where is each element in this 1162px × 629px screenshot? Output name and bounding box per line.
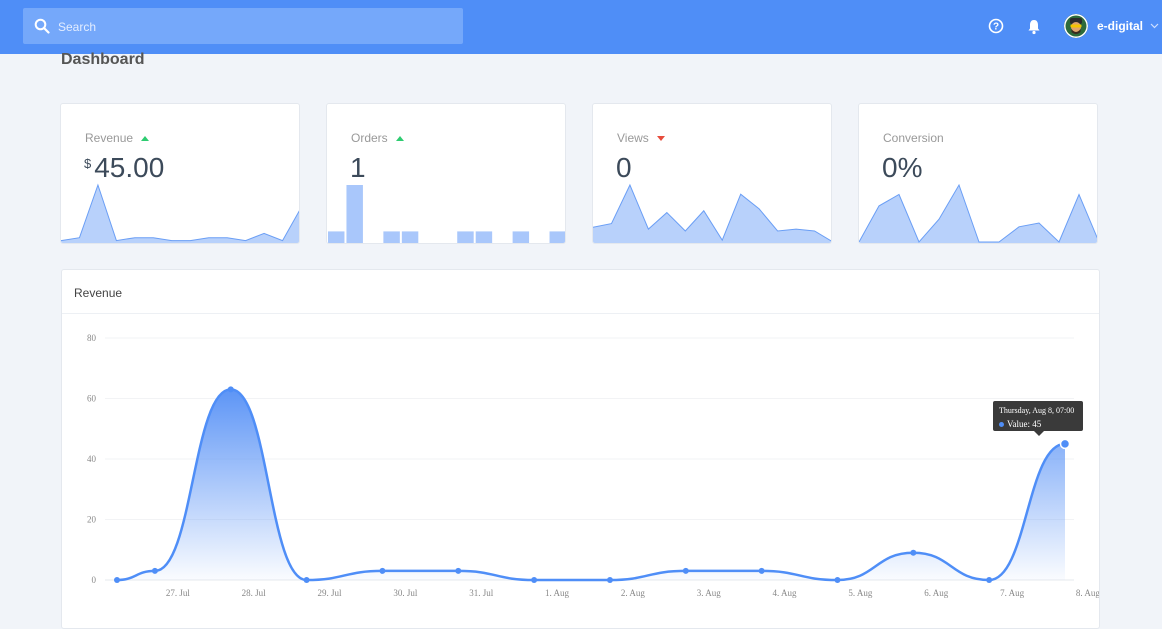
data-point[interactable] xyxy=(1059,438,1071,450)
revenue-card[interactable]: Revenue $45.00 xyxy=(60,103,300,244)
trend-up-icon xyxy=(141,135,150,141)
data-point[interactable] xyxy=(910,549,917,556)
svg-text:?: ? xyxy=(993,22,999,33)
x-tick-label: 27. Jul xyxy=(166,588,191,598)
avatar xyxy=(1064,14,1088,38)
conversion-sparkline xyxy=(859,183,1097,243)
revenue-panel: Revenue 0 20 40 60 80 27. Jul 28. Jul 29. Jul 30… xyxy=(61,269,1100,629)
orders-card[interactable]: Orders 1 xyxy=(326,103,566,244)
x-tick-label: 2. Aug xyxy=(621,588,646,598)
panel-title: Revenue xyxy=(62,270,1099,314)
top-bar: ? e-digital xyxy=(0,0,1162,54)
user-name: e-digital xyxy=(1097,19,1144,33)
spark-bar xyxy=(512,231,530,243)
series-dot-icon xyxy=(999,422,1004,428)
page-title: Dashboard xyxy=(61,51,145,68)
card-label: Orders xyxy=(351,131,388,145)
card-value: 0 xyxy=(616,152,632,183)
search-input[interactable] xyxy=(56,8,460,46)
data-point[interactable] xyxy=(682,567,689,574)
user-menu[interactable]: e-digital xyxy=(1064,13,1159,39)
spark-area xyxy=(61,185,299,243)
x-tick-label: 5. Aug xyxy=(848,588,873,598)
card-value: 0% xyxy=(882,152,923,183)
spark-line xyxy=(61,183,299,242)
search-icon xyxy=(34,18,50,34)
chevron-down-icon xyxy=(1150,23,1159,29)
spark-bar xyxy=(328,231,345,243)
x-tick-label: 29. Jul xyxy=(318,588,343,598)
y-tick-label: 80 xyxy=(87,333,97,343)
data-point[interactable] xyxy=(151,567,158,574)
spark-bar xyxy=(383,231,400,243)
data-point[interactable] xyxy=(227,386,234,393)
y-tick-label: 60 xyxy=(87,394,97,404)
help-icon[interactable]: ? xyxy=(988,18,1004,34)
revenue-chart: 0 20 40 60 80 27. Jul 28. Jul 29. Jul 30. Jul 31.… xyxy=(87,333,1099,598)
currency-symbol: $ xyxy=(84,156,92,171)
data-point[interactable] xyxy=(758,567,765,574)
x-tick-label: 1. Aug xyxy=(545,588,570,598)
data-point[interactable] xyxy=(531,577,538,583)
data-point[interactable] xyxy=(606,577,613,583)
data-point[interactable] xyxy=(455,567,462,574)
spark-line xyxy=(859,183,1097,243)
spark-bar xyxy=(457,231,474,243)
x-tick-label: 4. Aug xyxy=(773,588,798,598)
x-tick-label: 31. Jul xyxy=(469,588,494,598)
card-value: 1 xyxy=(350,152,366,183)
spark-area xyxy=(859,185,1097,243)
x-tick-label: 7. Aug xyxy=(1000,588,1025,598)
data-point[interactable] xyxy=(379,567,386,574)
data-point[interactable] xyxy=(303,577,310,583)
views-card[interactable]: Views 0 xyxy=(592,103,832,244)
spark-line xyxy=(593,183,831,242)
card-label: Revenue xyxy=(85,131,134,145)
chart-tooltip: Thursday, Aug 8, 07:00 Value: 45 xyxy=(993,401,1083,436)
tooltip-title: Thursday, Aug 8, 07:00 xyxy=(999,406,1075,415)
spark-bar xyxy=(549,231,565,243)
x-tick-label: 30. Jul xyxy=(393,588,418,598)
x-tick-label: 8. Aug xyxy=(1076,588,1099,598)
spark-bar xyxy=(475,231,493,243)
spark-area xyxy=(593,185,831,243)
card-label: Views xyxy=(617,131,649,145)
spark-bar xyxy=(346,185,363,243)
conversion-card[interactable]: Conversion 0% xyxy=(858,103,1098,244)
revenue-area xyxy=(117,389,1065,580)
x-tick-label: 6. Aug xyxy=(924,588,949,598)
search-box[interactable] xyxy=(23,8,463,46)
y-tick-label: 20 xyxy=(87,515,97,525)
spark-bar xyxy=(401,231,419,243)
orders-sparkline xyxy=(328,185,565,243)
x-tick-label: 28. Jul xyxy=(242,588,267,598)
y-tick-label: 0 xyxy=(92,575,97,585)
trend-up-icon xyxy=(395,135,404,141)
bell-icon[interactable] xyxy=(1026,18,1042,35)
views-sparkline xyxy=(593,183,831,243)
tooltip-value: Value: 45 xyxy=(1007,419,1042,429)
trend-down-icon xyxy=(656,135,665,141)
data-point[interactable] xyxy=(986,577,993,583)
data-point[interactable] xyxy=(834,577,841,583)
x-tick-label: 3. Aug xyxy=(697,588,722,598)
revenue-sparkline xyxy=(61,183,299,243)
data-point[interactable] xyxy=(114,577,120,583)
card-value: 45.00 xyxy=(94,152,165,183)
y-tick-label: 40 xyxy=(87,454,97,464)
card-label: Conversion xyxy=(883,131,944,145)
